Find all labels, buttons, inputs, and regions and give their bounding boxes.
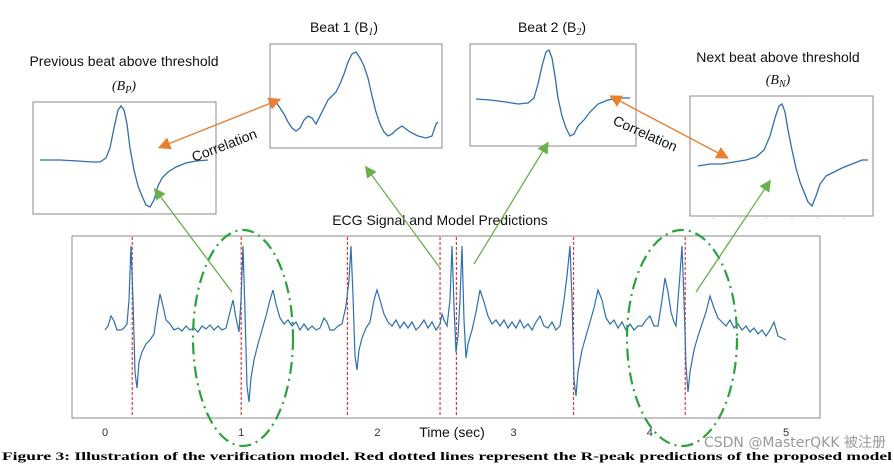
figure-caption: Figure 3: Illustration of the verificati… bbox=[2, 449, 893, 463]
time-axis-ticks: 0 1 2 3 4 5 bbox=[102, 427, 789, 439]
beat1-waveform bbox=[275, 51, 439, 139]
next-beat-panel bbox=[689, 95, 874, 219]
beat2-panel bbox=[469, 43, 637, 147]
x-tick-label-2: 2 bbox=[374, 427, 380, 439]
arrow-to-prev-beat bbox=[153, 187, 233, 293]
beat2-subscript: 2 bbox=[576, 27, 581, 38]
r-peak-predictions bbox=[131, 237, 686, 417]
next-beat-symbol: (BN) bbox=[766, 73, 791, 90]
ecg-signal bbox=[104, 245, 787, 403]
beat2-label-text: Beat 2 (B bbox=[518, 19, 576, 35]
prev-beat-subscript: P bbox=[124, 85, 131, 96]
beat2-frame bbox=[469, 43, 637, 147]
next-beat-subscript: N bbox=[778, 79, 787, 90]
time-axis-label: Time (sec) bbox=[419, 424, 485, 440]
x-tick-label-5: 5 bbox=[783, 427, 789, 439]
x-tick-label-0: 0 bbox=[102, 427, 108, 439]
next-beat-frame bbox=[689, 95, 874, 217]
correlation-arrow-left bbox=[157, 97, 282, 150]
beat2-waveform bbox=[475, 49, 630, 137]
highlight-ellipse-left bbox=[191, 228, 295, 448]
prev-beat-waveform bbox=[40, 104, 209, 208]
x-tick-label-3: 3 bbox=[511, 427, 517, 439]
beat1-frame bbox=[269, 43, 443, 149]
beat1-panel bbox=[269, 43, 443, 149]
next-beat-ticks bbox=[713, 216, 845, 219]
next-beat-label: Next beat above threshold bbox=[696, 49, 859, 65]
highlight-ellipse-right bbox=[625, 228, 739, 448]
beat1-label-text: Beat 1 (B bbox=[310, 19, 368, 35]
watermark: CSDN @MasterQKK 被注册 bbox=[704, 435, 886, 451]
prev-beat-symbol: (BP) bbox=[112, 79, 136, 96]
ecg-title: ECG Signal and Model Predictions bbox=[332, 212, 548, 228]
next-beat-waveform bbox=[697, 103, 868, 208]
beat1-subscript: 1 bbox=[368, 27, 373, 38]
x-tick-label-1: 1 bbox=[238, 427, 244, 439]
arrow-to-beat2 bbox=[473, 141, 549, 265]
beat2-label: Beat 2 (B2) bbox=[518, 19, 586, 38]
prev-beat-symbol-text: (B bbox=[112, 79, 126, 94]
correlation-arrow-right bbox=[609, 95, 729, 159]
prev-beat-label: Previous beat above threshold bbox=[29, 53, 218, 69]
next-beat-symbol-text: (B bbox=[766, 73, 780, 88]
beat1-label: Beat 1 (B1) bbox=[310, 19, 378, 38]
ecg-plot-frame bbox=[71, 235, 821, 419]
arrow-to-beat1 bbox=[364, 165, 441, 269]
prev-beat-panel bbox=[32, 101, 217, 215]
x-tick-label-4: 4 bbox=[647, 427, 653, 439]
arrow-to-next-beat bbox=[695, 179, 771, 293]
prev-beat-frame bbox=[32, 101, 217, 215]
